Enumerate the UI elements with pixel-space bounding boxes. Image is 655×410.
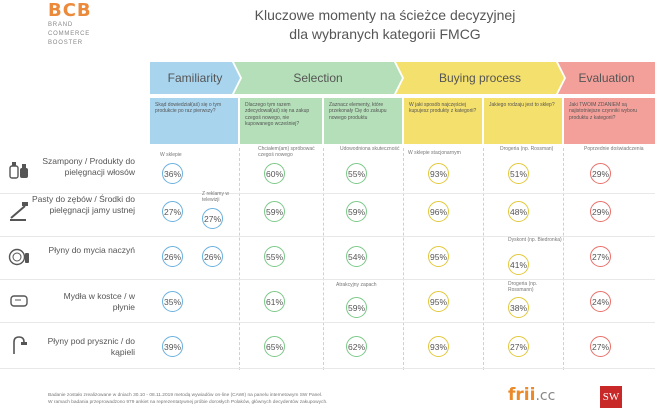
shower-icon	[13, 336, 27, 354]
title-line2: dla wybranych kategorii FMCG	[289, 26, 481, 42]
row-label-toothpaste: Pasty do zębów / Środki do pielęgnacji j…	[31, 194, 135, 215]
stat-circle: 39%	[162, 336, 183, 357]
footer-note: Badanie zostało zrealizowane w dniach 30…	[48, 392, 478, 406]
stat-circle: 96%	[428, 201, 449, 222]
note-chcialem: Chciałem(am) spróbować czegoś nowego	[258, 146, 315, 158]
stat-circle: 26%	[162, 246, 183, 267]
column-divider	[483, 148, 484, 370]
question-selection-1: Dlaczego tym razem zdecydował(aś) się na…	[240, 98, 322, 144]
question-buying-1: W jaki sposób najczęściej kupujesz produ…	[404, 98, 482, 144]
frii-logo: frii.cc	[508, 385, 555, 405]
column-divider	[323, 148, 324, 370]
logo-line3: BOOSTER	[48, 40, 83, 46]
stat-circle: 95%	[428, 246, 449, 267]
note-dyskont: Dyskont (np. Biedronka)	[508, 237, 562, 243]
stat-circle: 27%	[590, 336, 611, 357]
dish-soap-icon	[8, 248, 29, 266]
bcb-logo: BCB BRAND COMMERCE BOOSTER	[48, 2, 92, 47]
row-divider	[0, 368, 655, 369]
row-divider	[0, 236, 655, 237]
stat-circle: 27%	[590, 246, 611, 267]
row-label-shower-gel: Płyny pod prysznic / do kąpieli	[47, 336, 135, 357]
stat-circle: 59%	[346, 297, 367, 318]
stage-selection: Selection	[234, 62, 402, 94]
sw-research-logo: SW	[600, 386, 622, 408]
stat-circle: 60%	[264, 163, 285, 184]
stat-circle: 24%	[590, 291, 611, 312]
note-poprzednie: Poprzednie doświadczenia	[584, 146, 644, 152]
toothbrush-icon	[10, 202, 28, 221]
column-divider	[403, 148, 404, 370]
stat-circle: 95%	[428, 291, 449, 312]
stage-evaluation: Evaluation	[558, 62, 655, 94]
page-title: Kluczowe momenty na ścieżce decyzyjnej d…	[150, 6, 620, 44]
stat-circle: 55%	[346, 163, 367, 184]
row-label-soap: Mydła w kostce / w płynie	[63, 291, 135, 312]
stat-circle: 35%	[162, 291, 183, 312]
question-evaluation: Jaki TWOIM ZDANIEM są najistotniejsze cz…	[564, 98, 655, 144]
footer-line1: Badanie zostało zrealizowane w dniach 30…	[48, 393, 323, 398]
column-divider	[563, 148, 564, 370]
logo-main: BCB	[48, 0, 92, 21]
row-divider	[0, 193, 655, 194]
question-selection-2: Zaznacz elementy, które przekonały Cię d…	[324, 98, 402, 144]
stage-familiarity: Familiarity	[150, 62, 240, 94]
stat-circle: 36%	[162, 163, 183, 184]
logo-line1: BRAND	[48, 22, 74, 28]
note-z-reklamy: Z reklamy w telewizji	[202, 191, 229, 203]
title-line1: Kluczowe momenty na ścieżce decyzyjnej	[254, 7, 516, 23]
stat-circle: 29%	[590, 201, 611, 222]
stage-buying-process: Buying process	[396, 62, 564, 94]
note-drogeria-rossmann: Drogeria (np. Rossmann)	[508, 281, 538, 293]
question-familiarity: Skąd dowiedział(aś) się o tym produkcie …	[150, 98, 238, 144]
question-buying-2: Jakiego rodzaju jest to sklep?	[484, 98, 562, 144]
frii-logo-main: frii	[508, 385, 536, 405]
frii-logo-suffix: .cc	[535, 388, 556, 404]
stat-circle: 54%	[346, 246, 367, 267]
stage-bar: Familiarity Selection Buying process Eva…	[0, 62, 655, 94]
row-divider	[0, 279, 655, 280]
shampoo-icon	[9, 162, 28, 179]
row-label-dish-soap: Płyny do mycia naczyń	[48, 245, 135, 255]
stat-circle: 61%	[264, 291, 285, 312]
note-drogeria-rossman: Drogeria (np. Rossman)	[500, 146, 554, 152]
stat-circle: 93%	[428, 336, 449, 357]
stat-circle: 26%	[202, 246, 223, 267]
stat-circle: 59%	[264, 201, 285, 222]
note-stacjonarnym: W sklepie stacjonarnym	[408, 150, 461, 156]
column-divider	[239, 148, 240, 370]
row-label-shampoo: Szampony / Produkty do pielęgnacji włosó…	[42, 156, 135, 177]
stat-circle: 55%	[264, 246, 285, 267]
stat-circle: 59%	[346, 201, 367, 222]
stat-circle: 41%	[508, 254, 529, 275]
stat-circle: 93%	[428, 163, 449, 184]
stat-circle: 27%	[508, 336, 529, 357]
stat-circle: 27%	[202, 208, 223, 229]
stat-circle: 48%	[508, 201, 529, 222]
logo-line2: COMMERCE	[48, 31, 91, 37]
stat-circle: 65%	[264, 336, 285, 357]
stat-circle: 51%	[508, 163, 529, 184]
stat-circle: 38%	[508, 297, 529, 318]
note-w-sklepie: W sklepie	[160, 152, 182, 158]
row-divider	[0, 322, 655, 323]
footer-line2: W ramach badania przeprowadzono 979 anki…	[48, 400, 328, 405]
stat-circle: 29%	[590, 163, 611, 184]
note-udowodniona: Udowodniona skuteczność	[340, 146, 400, 152]
soap-bar-icon	[10, 295, 28, 307]
stat-circle: 62%	[346, 336, 367, 357]
note-atrakcyjny: Atrakcyjny zapach	[336, 282, 377, 288]
stat-circle: 27%	[162, 201, 183, 222]
